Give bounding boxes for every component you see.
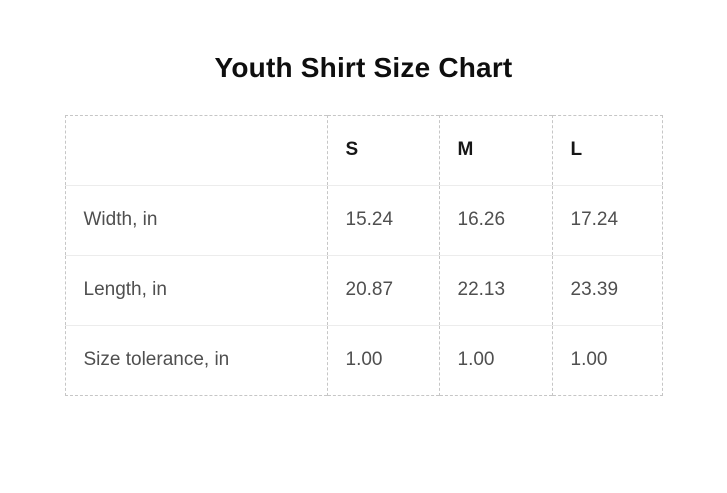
cell-length-l: 23.39 [551,255,662,326]
row-label-size-tolerance: Size tolerance, in [65,325,327,396]
table-row-size-tolerance: Size tolerance, in 1.00 1.00 1.00 [65,325,662,396]
header-cell-empty [65,116,327,186]
cell-length-s: 20.87 [326,255,439,326]
cell-width-l: 17.24 [551,185,662,256]
table-row-width: Width, in 15.24 16.26 17.24 [65,185,662,256]
cell-width-m: 16.26 [438,185,552,256]
page-title: Youth Shirt Size Chart [214,52,513,83]
cell-tolerance-m: 1.00 [438,325,552,396]
header-cell-size-l: L [551,115,662,186]
size-chart-table: S M L Width, in 15.24 16.26 17.24 Length… [64,115,663,397]
table-header-row: S M L [65,115,662,186]
cell-length-m: 22.13 [438,255,552,326]
header-cell-size-m: M [438,115,552,186]
cell-tolerance-s: 1.00 [326,325,439,396]
page: Youth Shirt Size Chart S M L Width, in 1… [0,52,727,397]
cell-width-s: 15.24 [326,185,439,256]
cell-tolerance-l: 1.00 [551,325,662,396]
table-row-length: Length, in 20.87 22.13 23.39 [65,255,662,326]
header-cell-size-s: S [326,115,439,186]
row-label-width: Width, in [65,185,327,256]
row-label-length: Length, in [65,255,327,326]
